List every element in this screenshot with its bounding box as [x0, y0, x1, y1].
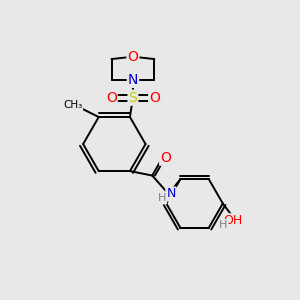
Text: N: N: [166, 188, 176, 200]
Text: O: O: [106, 91, 117, 105]
Text: OH: OH: [224, 214, 243, 227]
Text: O: O: [149, 91, 160, 105]
Text: S: S: [128, 91, 137, 105]
Text: CH₃: CH₃: [63, 100, 82, 110]
Text: H: H: [219, 220, 228, 230]
Text: N: N: [128, 73, 138, 87]
Text: O: O: [128, 50, 138, 64]
Text: O: O: [160, 151, 171, 165]
Text: H: H: [158, 194, 166, 203]
